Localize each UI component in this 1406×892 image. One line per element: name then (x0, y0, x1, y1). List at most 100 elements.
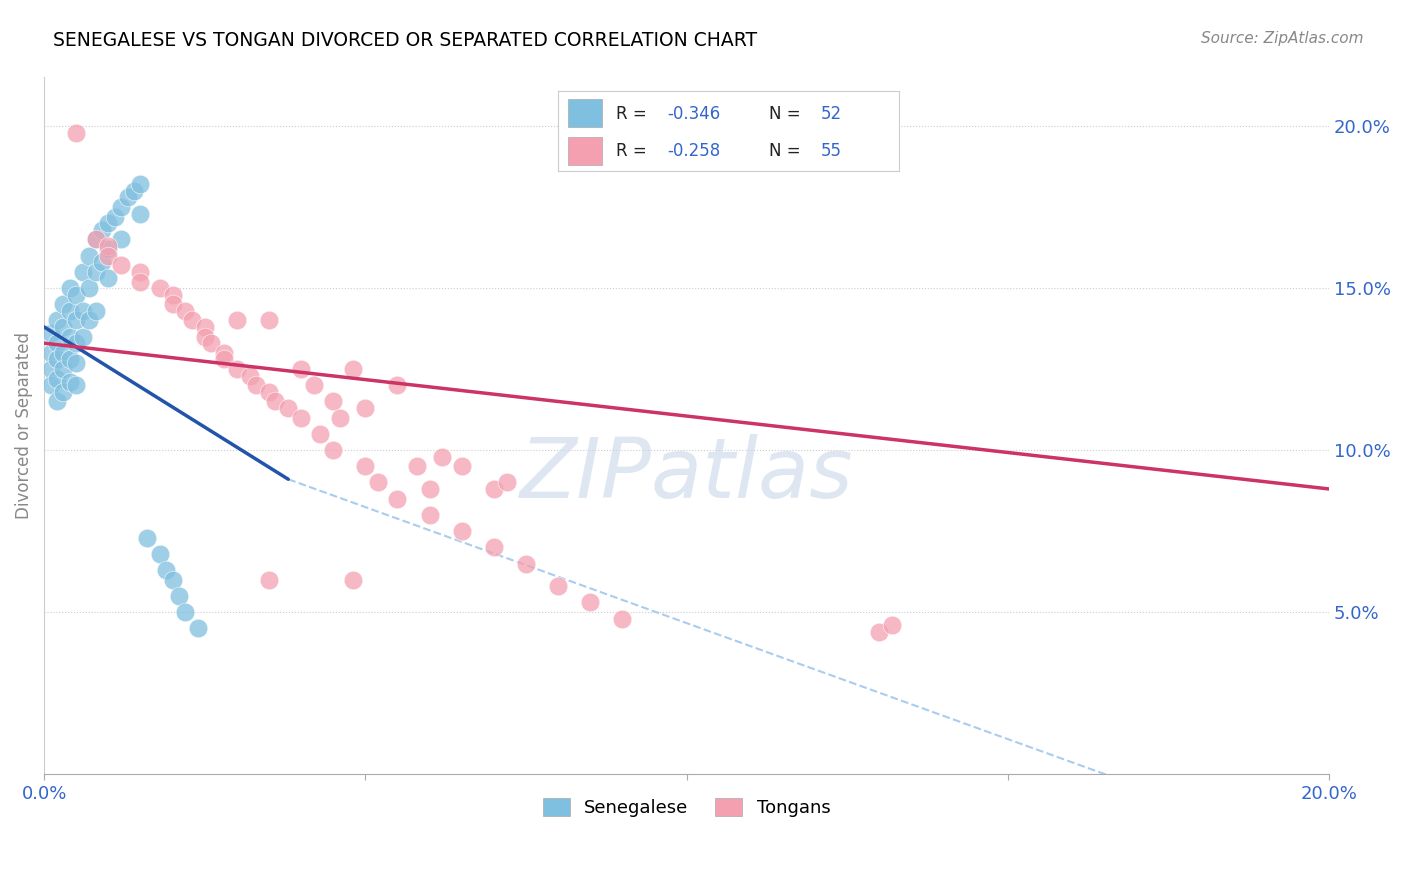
Point (110, 200, 132, 214)
Point (91, 255, 114, 269)
Point (97, 271, 120, 285)
Point (405, 459, 427, 474)
Point (322, 394, 344, 409)
Point (354, 459, 377, 474)
Point (342, 573, 364, 587)
Legend: Senegalese, Tongans: Senegalese, Tongans (536, 790, 838, 824)
Text: ZIPatlas: ZIPatlas (520, 434, 853, 515)
Point (104, 210, 127, 224)
Point (354, 401, 377, 415)
Point (277, 401, 299, 415)
Point (257, 384, 280, 399)
Point (84, 303, 107, 318)
Point (39, 378, 62, 392)
Point (162, 297, 184, 311)
Point (547, 579, 569, 593)
Point (97, 249, 120, 263)
Point (122, 184, 145, 198)
Point (59, 281, 82, 295)
Point (91, 223, 114, 237)
Point (59, 375, 82, 389)
Point (39, 326, 62, 341)
Point (72, 329, 94, 343)
Point (97, 242, 120, 256)
Point (257, 313, 280, 327)
Point (329, 410, 352, 425)
Point (59, 352, 82, 367)
Point (77, 313, 100, 327)
Point (225, 362, 247, 376)
Point (290, 362, 312, 376)
Point (129, 206, 152, 220)
Point (135, 531, 157, 545)
Point (257, 573, 280, 587)
Point (194, 320, 217, 334)
Point (84, 232, 107, 246)
Point (149, 281, 172, 295)
Point (52, 320, 75, 334)
Point (342, 362, 364, 376)
Point (129, 265, 152, 279)
Point (239, 368, 262, 383)
Point (167, 589, 190, 603)
Point (77, 249, 100, 263)
Point (97, 239, 120, 253)
Point (187, 621, 209, 635)
Point (129, 275, 152, 289)
Point (495, 475, 517, 490)
Point (39, 346, 62, 360)
Point (52, 346, 75, 360)
Point (65, 287, 87, 301)
Point (84, 232, 107, 246)
Point (290, 410, 312, 425)
Point (419, 482, 441, 496)
Point (65, 378, 87, 392)
Point (387, 378, 409, 392)
Point (97, 216, 120, 230)
Text: SENEGALESE VS TONGAN DIVORCED OR SEPARATED CORRELATION CHART: SENEGALESE VS TONGAN DIVORCED OR SEPARAT… (53, 31, 758, 50)
Point (162, 573, 184, 587)
Point (579, 595, 602, 609)
Point (482, 541, 505, 555)
Point (387, 491, 409, 506)
Text: Source: ZipAtlas.com: Source: ZipAtlas.com (1201, 31, 1364, 46)
Point (52, 362, 75, 376)
Point (264, 394, 287, 409)
Point (52, 297, 75, 311)
Point (868, 624, 890, 639)
Point (110, 259, 132, 273)
Point (212, 346, 235, 360)
Point (149, 547, 172, 561)
Point (46, 336, 69, 351)
Point (367, 475, 389, 490)
Point (65, 313, 87, 327)
Y-axis label: Divorced or Separated: Divorced or Separated (15, 333, 32, 519)
Point (419, 508, 441, 522)
Point (59, 329, 82, 343)
Point (162, 287, 184, 301)
Point (612, 611, 634, 625)
Point (194, 329, 217, 343)
Point (309, 426, 332, 441)
Point (174, 605, 197, 619)
Point (59, 303, 82, 318)
Point (129, 178, 152, 192)
Point (450, 524, 472, 538)
Point (46, 313, 69, 327)
Point (46, 372, 69, 386)
Point (72, 265, 94, 279)
Point (65, 336, 87, 351)
Point (322, 443, 344, 458)
Point (155, 563, 177, 577)
Point (46, 352, 69, 367)
Point (84, 265, 107, 279)
Point (515, 557, 537, 571)
Point (110, 232, 132, 246)
Point (200, 336, 222, 351)
Point (225, 313, 247, 327)
Point (52, 384, 75, 399)
Point (39, 362, 62, 376)
Point (46, 394, 69, 409)
Point (65, 126, 87, 140)
Point (72, 303, 94, 318)
